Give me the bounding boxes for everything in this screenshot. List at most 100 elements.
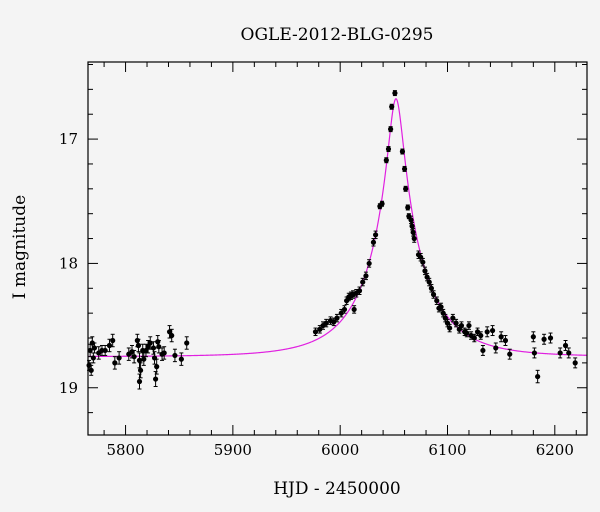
data-point (458, 322, 465, 329)
data-point (401, 166, 408, 172)
x-tick-label: 6100 (428, 441, 466, 459)
data-point (323, 320, 329, 326)
data-point (478, 332, 484, 339)
data-point (572, 360, 578, 366)
data-point (312, 329, 319, 335)
data-point (434, 298, 440, 304)
data-point (392, 90, 398, 96)
x-tick-label: 6000 (321, 441, 359, 459)
model-curve (88, 98, 588, 358)
data-point (156, 344, 162, 350)
x-axis-label: HJD - 2450000 (273, 479, 401, 499)
y-axis-label: I magnitude (10, 195, 30, 299)
data-point (334, 315, 340, 321)
data-point (408, 217, 414, 223)
data-point (426, 279, 432, 285)
data-point (466, 322, 472, 329)
data-point (89, 340, 95, 346)
data-point (135, 342, 142, 349)
data-point (356, 288, 363, 294)
x-tick-label: 5800 (106, 441, 144, 459)
data-point (360, 279, 366, 285)
data-point (147, 340, 153, 346)
data-point (507, 351, 513, 357)
chart-title: OGLE-2012-BLG-0295 (241, 25, 434, 45)
data-point (137, 367, 144, 373)
data-point (134, 337, 140, 344)
data-point (531, 350, 538, 356)
data-point (331, 319, 337, 325)
data-point (385, 146, 392, 152)
data-point (562, 342, 569, 349)
y-tick-label: 17 (59, 130, 78, 148)
data-point (155, 339, 161, 345)
data-point (447, 325, 453, 331)
data-point (403, 186, 409, 192)
data-point (474, 329, 481, 335)
data-point (541, 336, 547, 342)
data-point (535, 373, 541, 380)
data-point (370, 239, 377, 245)
data-point (172, 352, 178, 359)
y-tick-label: 19 (59, 379, 78, 397)
data-point (317, 326, 323, 332)
data-point (410, 229, 416, 235)
data-point (557, 350, 563, 356)
data-point (141, 356, 147, 362)
data-point (110, 337, 116, 344)
data-point (547, 335, 554, 341)
data-point (338, 310, 344, 316)
data-point (438, 304, 444, 310)
data-point (90, 355, 96, 361)
x-tick-label: 6200 (536, 441, 574, 459)
data-point (116, 355, 122, 361)
data-point (450, 315, 456, 321)
data-points-layer (86, 90, 578, 390)
data-point (136, 357, 143, 363)
data-point (106, 342, 113, 349)
data-point (566, 350, 572, 356)
data-point (351, 306, 357, 313)
data-point (405, 204, 411, 211)
data-point (388, 126, 394, 132)
data-point (184, 340, 190, 346)
y-tick-label: 18 (59, 254, 78, 272)
data-point (464, 330, 470, 336)
data-point (161, 350, 167, 356)
data-point (153, 376, 159, 382)
data-point (530, 334, 536, 340)
model-curve-layer (88, 98, 588, 358)
data-point (112, 360, 118, 366)
data-point (379, 201, 385, 207)
data-point (411, 235, 417, 242)
data-point (372, 232, 379, 238)
data-point (399, 148, 406, 155)
data-point (484, 329, 490, 335)
data-point (389, 104, 395, 110)
data-point (178, 356, 184, 362)
data-point (409, 223, 415, 229)
data-point (428, 285, 434, 291)
data-point (480, 347, 486, 354)
data-point (430, 291, 437, 298)
plot-frame (87, 61, 588, 436)
data-point (169, 332, 175, 339)
axis-ticks: 5800 5900 6000 6100 6200 17 18 19 (59, 62, 587, 459)
data-point (131, 354, 137, 360)
data-point (422, 268, 428, 274)
data-point (366, 260, 372, 267)
data-point (502, 337, 509, 344)
data-point (91, 345, 98, 351)
data-point (88, 367, 94, 373)
data-point (150, 345, 157, 351)
data-point (383, 157, 389, 163)
data-point (102, 347, 108, 354)
data-point (136, 378, 143, 385)
data-point (363, 273, 369, 279)
data-point (341, 306, 348, 313)
data-point (154, 364, 160, 370)
data-point (471, 335, 477, 341)
x-tick-label: 5900 (214, 441, 252, 459)
data-point (420, 259, 426, 265)
